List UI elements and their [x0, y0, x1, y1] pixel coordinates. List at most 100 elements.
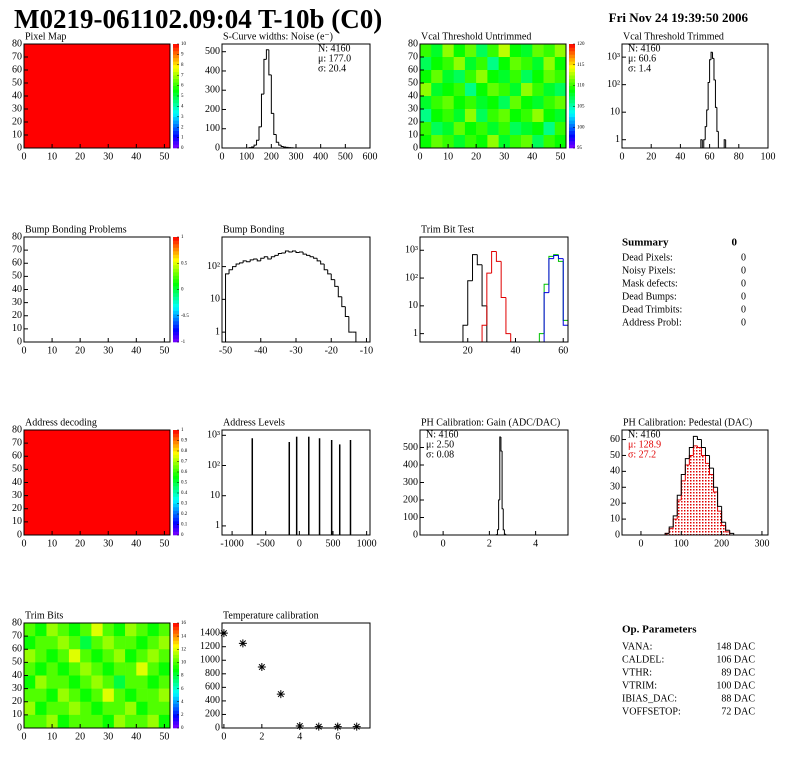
- color-scale-step: [569, 75, 575, 79]
- heat-cell: [80, 688, 92, 703]
- y-tick-label: 30: [408, 103, 418, 114]
- y-tick-label: 10: [210, 294, 220, 305]
- color-scale-step: [173, 665, 179, 669]
- color-scale-step: [173, 265, 179, 269]
- heat-cell: [487, 122, 499, 136]
- heat-cell: [521, 135, 533, 149]
- color-scale-step: [173, 644, 179, 648]
- plot-frame: [221, 43, 371, 149]
- color-scale-step: [173, 134, 179, 138]
- x-tick-label: 10: [47, 731, 57, 742]
- histogram-bin: [476, 254, 483, 266]
- heat-cell: [498, 135, 511, 149]
- heat-cell: [91, 675, 103, 689]
- y-tick-label: 60: [12, 258, 22, 269]
- heat-cell: [442, 109, 454, 123]
- x-tick-label: 100: [674, 538, 689, 549]
- stat-line: μ: 128.9: [628, 439, 661, 450]
- y-tick-label: 50: [12, 271, 22, 282]
- color-scale-label: 0: [181, 726, 184, 731]
- color-scale-label: 0.8: [181, 449, 188, 454]
- histogram-fill: [705, 463, 710, 535]
- color-scale-step: [173, 61, 179, 66]
- heat-cell: [453, 83, 466, 97]
- heat-cell: [498, 57, 511, 71]
- plot-border: [419, 236, 569, 343]
- histogram-bin: [291, 250, 296, 252]
- heat-cell: [46, 623, 58, 637]
- x-tick-label: 20: [646, 151, 656, 162]
- heat-cell: [125, 675, 137, 689]
- x-tick-label: 10: [443, 151, 453, 162]
- param-label: VOFFSETOP:: [622, 706, 681, 717]
- heat-cell: [91, 649, 103, 663]
- color-scale-step: [173, 517, 179, 522]
- heat-cell: [509, 44, 522, 58]
- heat-cell: [46, 701, 58, 716]
- x-tick-label: 40: [131, 538, 141, 549]
- heat-cell: [147, 688, 160, 703]
- color-scale-step: [173, 437, 179, 441]
- y-tick-label: 40: [12, 284, 22, 295]
- plot-border: [221, 429, 371, 536]
- histogram-fill: [669, 528, 674, 535]
- heat-cell: [158, 662, 171, 676]
- heat-cell: [24, 688, 36, 703]
- heat-cell: [68, 649, 81, 663]
- y-tick-label: 100: [403, 512, 418, 523]
- marker-star: [257, 663, 266, 672]
- color-scale-label: 1: [181, 428, 184, 433]
- histogram-bin: [228, 269, 233, 274]
- y-tick-label: 10³: [405, 245, 418, 256]
- color-scale-step: [173, 493, 179, 497]
- heat-cell: [453, 70, 466, 84]
- color-scale-step: [173, 237, 179, 241]
- heat-cell: [113, 649, 126, 663]
- y-tick-label: 400: [205, 65, 220, 76]
- color-scale-step: [173, 141, 179, 145]
- heat-cell: [102, 701, 115, 716]
- color-scale-step: [173, 338, 179, 343]
- param-label: Mask defects:: [622, 278, 678, 289]
- histogram-bin: [275, 134, 279, 143]
- x-tick-label: 0: [221, 731, 226, 742]
- y-tick-label: 40: [408, 90, 418, 101]
- heat-cell: [498, 96, 511, 110]
- heat-cell: [102, 623, 115, 637]
- plot-frame: [621, 43, 769, 149]
- heat-cell: [46, 649, 58, 663]
- heat-cell: [35, 662, 47, 676]
- heat-cell: [532, 57, 544, 71]
- histogram-bin: [334, 279, 339, 287]
- heat-cell: [420, 44, 432, 58]
- x-tick-label: 0: [22, 538, 27, 549]
- heat-cell: [136, 714, 148, 729]
- histogram-bin: [717, 487, 722, 507]
- histogram-bin: [225, 273, 230, 342]
- heat-cell: [509, 96, 522, 110]
- histogram-bin: [500, 261, 506, 298]
- y-tick-label: 10: [210, 490, 220, 501]
- heat-cell: [464, 109, 477, 123]
- heat-cell: [113, 636, 126, 650]
- plot-title: Pixel Map: [25, 31, 66, 42]
- color-scale-step: [173, 714, 179, 718]
- heat-cell: [113, 688, 126, 703]
- y-tick-label: 10: [12, 129, 22, 140]
- heat-cell: [487, 57, 499, 71]
- histogram-bin: [729, 530, 735, 535]
- histogram-bin: [323, 264, 328, 271]
- heat-cell: [442, 70, 454, 84]
- color-scale-step: [173, 514, 179, 518]
- heat-cell: [453, 44, 466, 58]
- x-tick-label: 2: [259, 731, 264, 742]
- histogram-bin: [680, 474, 686, 496]
- x-tick-label: 40: [510, 345, 520, 356]
- plot-frame: [419, 236, 569, 343]
- heat-cell: [57, 701, 70, 716]
- x-tick-label: 0: [220, 151, 225, 162]
- heat-cell: [532, 96, 544, 110]
- color-scale-step: [569, 85, 575, 90]
- color-scale-step: [173, 123, 179, 128]
- y-tick-label: 70: [12, 244, 22, 255]
